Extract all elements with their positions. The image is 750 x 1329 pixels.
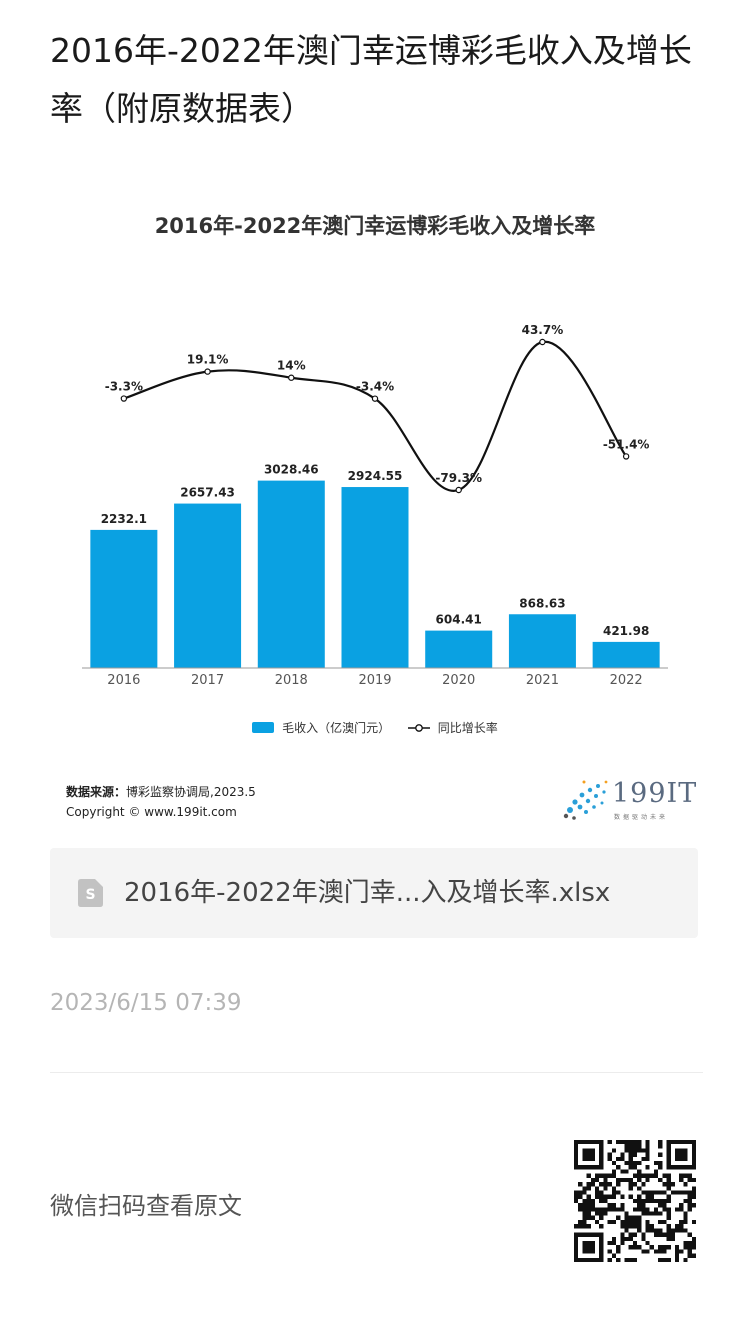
bar-labels-layer: 2232.1 2657.43 3028.46 2924.55 604.41 868.63 4… — [101, 463, 650, 638]
x-ticks-layer: 2016 2017 2018 2019 2020 2021 2022 — [107, 673, 642, 688]
attachment-card[interactable]: S 2016年-2022年澳门幸...入及增长率.xlsx — [50, 848, 698, 938]
growth-label-2019: -3.4% — [356, 380, 394, 394]
source-block: 数据来源：博彩监察协调局,2023.5 Copyright © www.199i… — [66, 782, 256, 822]
brand-burst-icon — [563, 780, 608, 820]
bar-label-2020: 604.41 — [436, 613, 482, 627]
bar-2020 — [425, 630, 493, 668]
divider — [50, 1072, 703, 1073]
spreadsheet-file-icon: S — [78, 879, 103, 907]
growth-label-2017: 19.1% — [187, 353, 229, 367]
bar-label-2016: 2232.1 — [101, 512, 147, 526]
legend-line-symbol — [407, 723, 430, 732]
bar-2019 — [341, 487, 409, 668]
attachment-file-name: 2016年-2022年澳门幸...入及增长率.xlsx — [124, 878, 611, 908]
qr-code[interactable] — [574, 1140, 696, 1262]
growth-points-layer — [120, 338, 630, 494]
brand-logo: 199IT 数据驱动未来 — [560, 774, 700, 824]
brand-name: 199IT — [612, 778, 698, 809]
legend-bar-swatch — [252, 722, 275, 733]
growth-point-2022 — [622, 453, 630, 460]
bar-2017 — [174, 503, 242, 668]
x-tick-2022: 2022 — [610, 673, 643, 688]
bar-2022 — [592, 641, 660, 668]
chart-legend: 毛收入（亿澳门元） 同比增长率 — [0, 719, 750, 736]
bar-label-2018: 3028.46 — [264, 463, 319, 477]
growth-point-2020 — [455, 486, 462, 494]
bar-label-2022: 421.98 — [603, 624, 649, 638]
svg-text:S: S — [85, 887, 95, 903]
bar-label-2019: 2924.55 — [348, 469, 403, 483]
source-text: 博彩监察协调局,2023.5 — [126, 785, 256, 799]
combo-chart: 2232.1 2657.43 3028.46 2924.55 604.41 868.63 4… — [82, 323, 668, 688]
growth-label-2022: -51.4% — [603, 437, 650, 451]
x-tick-2020: 2020 — [442, 673, 475, 688]
x-tick-2018: 2018 — [275, 673, 308, 688]
bar-2016 — [90, 529, 158, 668]
growth-point-2019 — [371, 395, 379, 402]
copyright-text: Copyright © www.199it.com — [66, 805, 237, 819]
legend-bar-label: 毛收入（亿澳门元） — [282, 721, 391, 735]
bar-2021 — [508, 614, 576, 668]
growth-label-2018: 14% — [277, 359, 306, 373]
bar-label-2017: 2657.43 — [180, 486, 235, 500]
page-title: 2016年-2022年澳门幸运博彩毛收入及增长率（附原数据表） — [50, 31, 692, 128]
bar-label-2021: 868.63 — [519, 596, 565, 610]
x-tick-2021: 2021 — [526, 673, 559, 688]
x-tick-2016: 2016 — [107, 673, 140, 688]
scan-qr-text: 微信扫码查看原文 — [50, 1192, 242, 1220]
brand-tagline: 数据驱动未来 — [614, 814, 669, 821]
growth-label-2016: -3.3% — [105, 380, 143, 394]
growth-point-2017 — [204, 368, 211, 375]
chart-title: 2016年-2022年澳门幸运博彩毛收入及增长率 — [154, 214, 596, 238]
legend-line-label: 同比增长率 — [437, 721, 498, 735]
x-tick-2019: 2019 — [358, 673, 391, 688]
growth-point-2018 — [288, 374, 295, 381]
x-tick-2017: 2017 — [191, 673, 224, 688]
bar-2018 — [257, 480, 325, 668]
bars-layer — [90, 480, 660, 668]
growth-label-2021: 43.7% — [522, 323, 564, 337]
growth-labels-layer: -3.3% 19.1% 14% -3.4% -79.3% 43.7% -51.4% — [105, 323, 650, 485]
growth-point-2016 — [120, 395, 128, 402]
publish-timestamp: 2023/6/15 07:39 — [50, 990, 242, 1016]
source-label: 数据来源： — [66, 785, 127, 799]
growth-point-2021 — [539, 338, 546, 346]
growth-label-2020: -79.3% — [435, 471, 482, 485]
